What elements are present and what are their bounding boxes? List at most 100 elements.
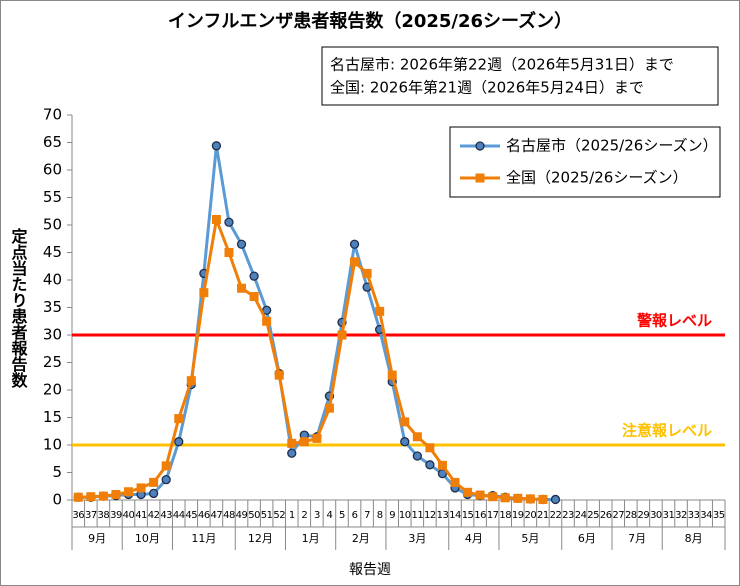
- data-point: [312, 433, 322, 443]
- data-point: [425, 443, 435, 453]
- x-tick-label: 25: [587, 510, 599, 521]
- y-tick-label: 15: [43, 408, 62, 426]
- x-tick-label: 49: [236, 510, 248, 521]
- x-tick-label: 24: [575, 510, 587, 521]
- data-point: [149, 477, 159, 487]
- x-tick-label: 46: [198, 510, 210, 521]
- legend-marker: [475, 173, 485, 183]
- x-tick-label: 2: [301, 510, 307, 521]
- data-point: [287, 448, 297, 458]
- data-point: [236, 239, 247, 249]
- y-axis-label: 定点当たり患者報告数: [9, 227, 29, 389]
- data-point: [350, 257, 360, 267]
- data-point: [124, 487, 134, 497]
- legend-marker: [475, 141, 485, 151]
- data-point: [425, 460, 435, 470]
- x-tick-label: 29: [638, 510, 650, 521]
- month-label: 9月: [88, 532, 106, 545]
- y-tick-label: 50: [43, 216, 62, 234]
- x-tick-label: 26: [600, 510, 612, 521]
- data-point: [249, 271, 259, 281]
- data-point: [400, 417, 410, 427]
- month-label: 7月: [628, 532, 646, 545]
- data-point: [262, 316, 272, 326]
- y-tick-label: 25: [43, 353, 62, 371]
- month-label: 4月: [465, 532, 483, 545]
- x-tick-label: 51: [261, 510, 273, 521]
- x-tick-label: 15: [462, 510, 474, 521]
- x-tick-label: 8: [377, 510, 383, 521]
- x-tick-label: 36: [72, 510, 84, 521]
- x-tick-label: 6: [352, 510, 358, 521]
- x-tick-label: 22: [550, 510, 562, 521]
- month-label: 6月: [578, 532, 596, 545]
- data-point: [525, 494, 535, 504]
- x-tick-label: 7: [364, 510, 370, 521]
- legend-label: 全国（2025/26シーズン）: [506, 169, 688, 187]
- month-label: 3月: [408, 532, 426, 545]
- data-point: [211, 141, 222, 151]
- month-label: 1月: [302, 532, 320, 545]
- data-point: [186, 376, 196, 386]
- x-tick-label: 41: [135, 510, 147, 521]
- y-tick-label: 40: [43, 271, 62, 289]
- x-axis-label: 報告週: [349, 562, 391, 578]
- data-point: [249, 292, 259, 301]
- x-tick-label: 40: [123, 510, 135, 521]
- y-tick-label: 0: [52, 491, 62, 509]
- x-tick-label: 16: [474, 510, 486, 521]
- data-point: [199, 288, 209, 298]
- x-tick-label: 52: [273, 510, 285, 521]
- data-point: [111, 490, 121, 499]
- legend-label: 名古屋市（2025/26シーズン）: [506, 137, 718, 155]
- data-point: [73, 492, 83, 502]
- data-point: [475, 490, 485, 500]
- data-point: [437, 460, 447, 470]
- data-point: [98, 491, 108, 501]
- x-tick-label: 4: [326, 510, 332, 521]
- x-tick-label: 20: [524, 510, 536, 521]
- annotation: 名古屋市: 2026年第22週（2026年5月31日）まで: [330, 56, 674, 74]
- x-tick-label: 21: [537, 510, 549, 521]
- annotation-box: [321, 46, 719, 106]
- x-tick-label: 42: [148, 510, 160, 521]
- x-tick-label: 28: [625, 510, 637, 521]
- reference-label: 警報レベル: [636, 312, 712, 330]
- x-tick-label: 3: [314, 510, 320, 521]
- x-tick-label: 10: [399, 510, 411, 521]
- data-point: [337, 330, 347, 340]
- data-point: [450, 477, 460, 487]
- reference-label: 注意報レベル: [622, 422, 712, 440]
- y-tick-label: 65: [43, 133, 62, 151]
- x-tick-label: 32: [675, 510, 687, 521]
- x-tick-label: 38: [98, 510, 110, 521]
- data-point: [513, 493, 523, 503]
- x-tick-label: 43: [160, 510, 172, 521]
- data-point: [387, 370, 397, 380]
- x-tick-label: 47: [211, 510, 223, 521]
- data-point: [274, 370, 284, 380]
- data-point: [550, 494, 561, 505]
- x-tick-label: 12: [424, 510, 436, 521]
- data-point: [463, 487, 473, 497]
- data-point: [500, 493, 510, 503]
- y-tick-label: 70: [43, 106, 62, 124]
- month-label: 8月: [685, 532, 703, 545]
- x-tick-label: 23: [562, 510, 574, 521]
- data-point: [174, 437, 184, 447]
- y-tick-label: 35: [43, 298, 62, 316]
- x-tick-label: 11: [411, 510, 423, 521]
- y-tick-label: 45: [43, 243, 62, 261]
- data-point: [237, 283, 247, 293]
- data-point: [400, 437, 410, 447]
- data-point: [161, 461, 171, 471]
- x-tick-label: 33: [688, 510, 700, 521]
- legend-box: [449, 126, 721, 198]
- data-point: [412, 432, 422, 442]
- x-tick-label: 5: [339, 510, 345, 521]
- y-tick-label: 20: [43, 381, 62, 399]
- x-tick-label: 48: [223, 510, 235, 521]
- data-point: [148, 488, 159, 499]
- data-point: [224, 217, 234, 227]
